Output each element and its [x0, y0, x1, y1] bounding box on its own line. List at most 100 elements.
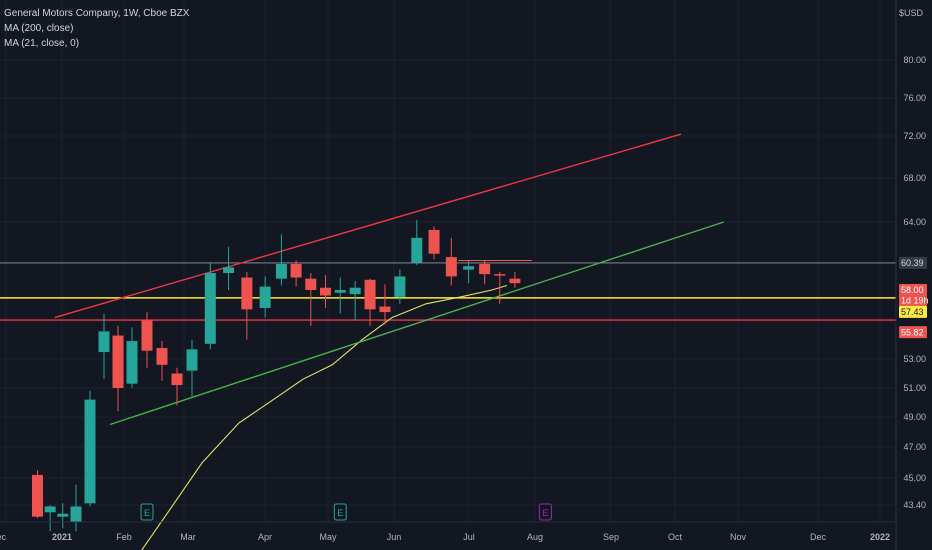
x-tick-label: 2022 — [870, 532, 890, 542]
candle-body — [204, 273, 216, 344]
x-tick-label: Feb — [116, 532, 132, 542]
y-tick-label: 47.00 — [903, 442, 926, 452]
candle-body — [259, 286, 271, 308]
candle-body — [394, 276, 406, 297]
candle[interactable] — [394, 269, 406, 304]
candle-body — [156, 347, 168, 365]
candle[interactable] — [445, 237, 457, 286]
last-price-badge-bg — [899, 256, 927, 269]
candle[interactable] — [84, 390, 96, 507]
candle[interactable] — [156, 341, 168, 381]
candle[interactable] — [509, 271, 521, 288]
candle-body — [171, 373, 183, 386]
candle[interactable] — [428, 226, 440, 260]
candle[interactable] — [204, 262, 216, 350]
candle[interactable] — [305, 273, 317, 326]
candle-body — [334, 290, 346, 293]
y-tick-label: 64.00 — [903, 217, 926, 227]
candle-body — [445, 257, 457, 277]
y-tick-label: 72.00 — [903, 131, 926, 141]
earnings-marker[interactable]: E — [140, 503, 154, 521]
candle-body — [141, 320, 153, 351]
candle-body — [305, 278, 317, 290]
earnings-marker[interactable]: E — [333, 503, 347, 521]
candle-body — [44, 506, 56, 513]
x-tick-label: Apr — [258, 532, 272, 542]
candle-body — [479, 263, 491, 275]
candle-body — [186, 349, 198, 371]
candle-body — [494, 274, 506, 276]
candles[interactable] — [31, 219, 521, 532]
candle[interactable] — [57, 503, 69, 529]
candle[interactable] — [141, 312, 153, 368]
x-tick-label: May — [319, 532, 337, 542]
candle[interactable] — [44, 505, 56, 532]
x-tick-label: Jun — [387, 532, 402, 542]
time-axis[interactable]: Dec 2021 Feb Mar Apr May Jun Jul Aug Sep Oct Nov Dec… — [0, 521, 896, 542]
candle[interactable] — [171, 367, 183, 406]
countdown-text: 1d 19h — [901, 296, 929, 306]
candle-body — [126, 341, 138, 384]
x-tick-label: Jul — [463, 532, 475, 542]
candle[interactable] — [98, 313, 110, 380]
trendlines — [54, 133, 724, 426]
candle-body — [112, 335, 124, 388]
candle[interactable] — [31, 470, 43, 519]
earnings-icon — [140, 503, 154, 521]
last-price-badge[interactable]: 60.39 — [899, 256, 927, 269]
candle[interactable] — [70, 484, 82, 532]
candle[interactable] — [320, 275, 331, 308]
price-axis[interactable]: USD$80.00 76.00 72.00 68.00 64.00 53.00 51.00 4… — [895, 0, 929, 550]
candle[interactable] — [259, 276, 271, 318]
candle-body — [411, 237, 423, 263]
candle-body — [509, 278, 521, 284]
level-badge-yellow[interactable]: 57.43 — [899, 305, 927, 318]
y-tick-label: 53.00 — [903, 354, 926, 364]
candle-body — [463, 266, 475, 270]
earnings-label: E — [337, 508, 343, 518]
level-badge-red-text: 55.82 — [901, 327, 924, 337]
candle[interactable] — [494, 271, 506, 304]
candle[interactable] — [463, 260, 475, 284]
chart-legend: General Motors Company, 1W, Cboe BZX MA … — [4, 6, 189, 51]
candle[interactable] — [112, 325, 124, 412]
candle[interactable] — [223, 246, 235, 290]
candle[interactable] — [379, 284, 391, 325]
level-badge-red-bg — [899, 326, 927, 339]
candle[interactable] — [334, 277, 346, 314]
y-tick-label: 51.00 — [903, 383, 926, 393]
candle[interactable] — [479, 260, 491, 285]
indicator-ma21[interactable]: MA (21, close, 0) — [4, 38, 80, 49]
x-tick-label: Mar — [180, 532, 196, 542]
y-tick-label: 45.00 — [903, 473, 926, 483]
lower-trendline[interactable] — [109, 221, 724, 426]
earnings-marker[interactable]: E — [538, 503, 552, 521]
candle[interactable] — [364, 278, 376, 326]
upper-trendline[interactable] — [54, 133, 682, 319]
candle-body — [428, 229, 440, 254]
indicator-ma200[interactable]: MA (200, close) — [4, 23, 74, 34]
candle[interactable] — [349, 280, 361, 321]
candle-body — [223, 267, 235, 273]
y-tick-label: 80.00 — [903, 55, 926, 65]
level-badge-yellow-bg — [899, 305, 927, 318]
currency-label: USD — [904, 8, 924, 18]
y-tick-label: 76.00 — [903, 93, 926, 103]
earnings-label: E — [542, 508, 548, 518]
candle-body — [275, 263, 287, 279]
level-badge-red[interactable]: 55.82 — [899, 326, 927, 339]
candle[interactable] — [186, 339, 198, 397]
candle[interactable] — [411, 219, 423, 266]
candle[interactable] — [275, 234, 287, 286]
candle[interactable] — [241, 271, 253, 340]
candle-body — [349, 287, 361, 295]
x-tick-label: Dec — [0, 532, 6, 542]
symbol-title[interactable]: General Motors Company, 1W, Cboe BZX — [4, 8, 190, 19]
candle[interactable] — [126, 327, 138, 388]
current-price-text: 58.00 — [901, 285, 924, 295]
candle[interactable] — [290, 260, 302, 287]
x-tick-label: Sep — [603, 532, 619, 542]
